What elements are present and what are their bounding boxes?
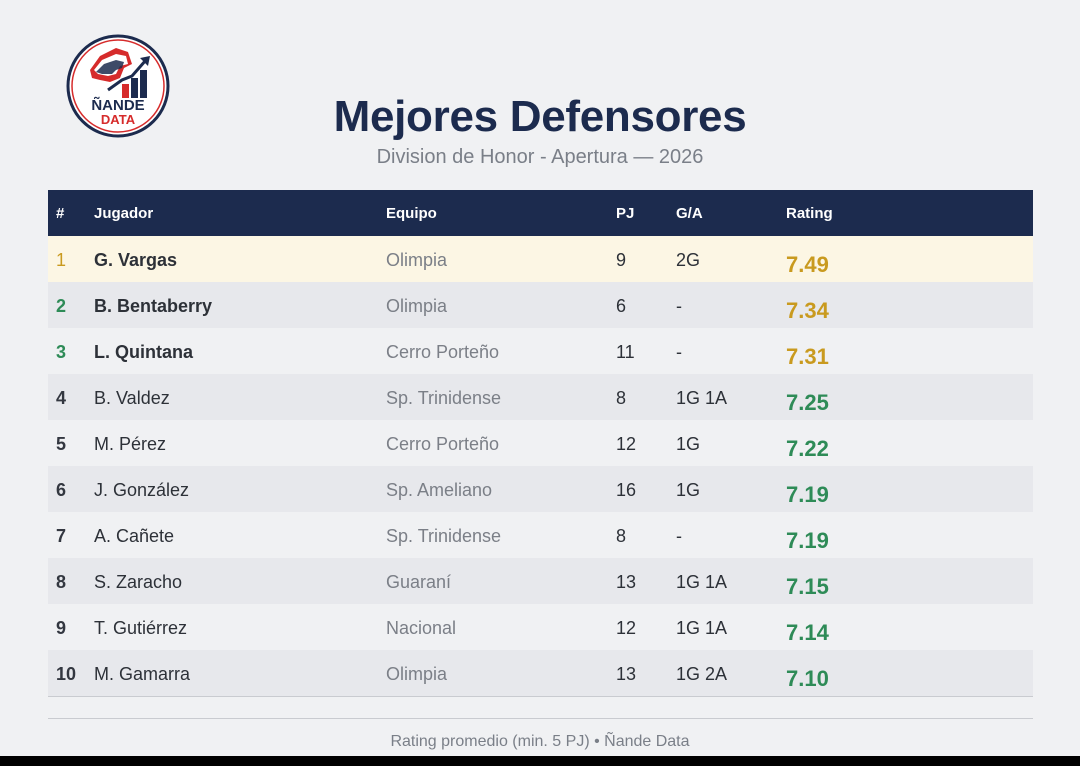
- pj-cell: 16: [616, 480, 637, 500]
- ga-cell: 1G 2A: [676, 664, 728, 684]
- rank-cell: 5: [56, 434, 67, 454]
- ga-cell: 2G: [676, 250, 701, 270]
- ga-cell: -: [676, 526, 682, 546]
- rating-cell: 7.19: [786, 528, 829, 553]
- team-cell: Cerro Porteño: [386, 342, 500, 362]
- player-cell: L. Quintana: [94, 342, 193, 362]
- rating-cell: 7.31: [786, 344, 829, 369]
- col-pj-header: PJ: [616, 205, 635, 222]
- pj-cell: 12: [616, 434, 637, 454]
- player-cell: T. Gutiérrez: [94, 618, 188, 638]
- team-cell: Cerro Porteño: [386, 434, 500, 454]
- player-cell: A. Cañete: [94, 526, 175, 546]
- col-ga-header: G/A: [676, 205, 703, 222]
- pj-cell: 8: [616, 388, 627, 408]
- player-cell: M. Pérez: [94, 434, 167, 454]
- ga-cell: 1G 1A: [676, 572, 728, 592]
- page-title: Mejores Defensores: [333, 92, 747, 141]
- col-rating-header: Rating: [786, 205, 833, 222]
- team-cell: Sp. Trinidense: [386, 388, 502, 408]
- rank-cell: 2: [56, 296, 67, 316]
- rank-cell: 4: [56, 388, 67, 408]
- team-cell: Sp. Trinidense: [386, 526, 502, 546]
- team-cell: Sp. Ameliano: [386, 480, 493, 500]
- ga-cell: -: [676, 296, 682, 316]
- pj-cell: 8: [616, 526, 627, 546]
- pj-cell: 13: [616, 664, 637, 684]
- nande-data-logo: ÑANDE DATA: [66, 34, 170, 138]
- table-row: 6 J. González Sp. Ameliano 16 1G 7.19: [48, 466, 1033, 512]
- pj-cell: 13: [616, 572, 637, 592]
- player-cell: J. González: [94, 480, 190, 500]
- team-cell: Nacional: [386, 618, 457, 638]
- rating-cell: 7.34: [786, 298, 829, 323]
- team-cell: Olimpia: [386, 296, 448, 316]
- table-row: 7 A. Cañete Sp. Trinidense 8 - 7.19: [48, 512, 1033, 558]
- table-row: 3 L. Quintana Cerro Porteño 11 - 7.31: [48, 328, 1033, 374]
- player-cell: B. Valdez: [94, 388, 170, 408]
- footer-note: Rating promedio (min. 5 PJ) • Ñande Data: [390, 733, 690, 750]
- rating-cell: 7.19: [786, 482, 829, 507]
- rating-cell: 7.10: [786, 666, 829, 691]
- rank-cell: 7: [56, 526, 67, 546]
- rank-cell: 9: [56, 618, 67, 638]
- table-header: # Jugador Equipo PJ G/A Rating: [48, 190, 1033, 236]
- pj-cell: 6: [616, 296, 627, 316]
- team-cell: Olimpia: [386, 664, 448, 684]
- pj-cell: 12: [616, 618, 637, 638]
- table-row: 8 S. Zaracho Guaraní 13 1G 1A 7.15: [48, 558, 1033, 604]
- rank-cell: 3: [56, 342, 67, 362]
- pj-cell: 9: [616, 250, 627, 270]
- ga-cell: 1G: [676, 480, 701, 500]
- rank-cell: 6: [56, 480, 67, 500]
- col-player-header: Jugador: [94, 205, 154, 222]
- ranking-table: # Jugador Equipo PJ G/A Rating 1 G. Varg…: [48, 190, 1033, 697]
- rating-cell: 7.15: [786, 574, 829, 599]
- bottom-bar: [0, 756, 1080, 766]
- footer-divider: [48, 718, 1033, 719]
- table-row: 9 T. Gutiérrez Nacional 12 1G 1A 7.14: [48, 604, 1033, 650]
- table-row: 5 M. Pérez Cerro Porteño 12 1G 7.22: [48, 420, 1033, 466]
- page-subtitle: Division de Honor - Apertura — 2026: [376, 146, 704, 168]
- table-row: 4 B. Valdez Sp. Trinidense 8 1G 1A 7.25: [48, 374, 1033, 420]
- col-team-header: Equipo: [386, 205, 437, 222]
- table-row: 2 B. Bentaberry Olimpia 6 - 7.34: [48, 282, 1033, 328]
- team-cell: Olimpia: [386, 250, 448, 270]
- ga-cell: -: [676, 342, 682, 362]
- logo-text-line1: ÑANDE: [91, 96, 144, 114]
- ga-cell: 1G 1A: [676, 388, 728, 408]
- logo-text-line2: DATA: [101, 112, 136, 127]
- rank-cell: 1: [56, 250, 67, 270]
- rank-cell: 8: [56, 572, 67, 592]
- player-cell: G. Vargas: [94, 250, 178, 270]
- table-row: 1 G. Vargas Olimpia 9 2G 7.49: [48, 236, 1033, 282]
- rating-cell: 7.49: [786, 252, 829, 277]
- rating-cell: 7.25: [786, 390, 829, 415]
- col-rank-header: #: [56, 205, 65, 222]
- pj-cell: 11: [616, 342, 635, 362]
- ga-cell: 1G 1A: [676, 618, 728, 638]
- rank-cell: 10: [56, 664, 77, 684]
- table-row: 10 M. Gamarra Olimpia 13 1G 2A 7.10: [48, 650, 1033, 696]
- rating-cell: 7.22: [786, 436, 829, 461]
- team-cell: Guaraní: [386, 572, 452, 592]
- player-cell: B. Bentaberry: [94, 296, 213, 316]
- rating-cell: 7.14: [786, 620, 829, 645]
- player-cell: M. Gamarra: [94, 664, 191, 684]
- ga-cell: 1G: [676, 434, 701, 454]
- player-cell: S. Zaracho: [94, 572, 183, 592]
